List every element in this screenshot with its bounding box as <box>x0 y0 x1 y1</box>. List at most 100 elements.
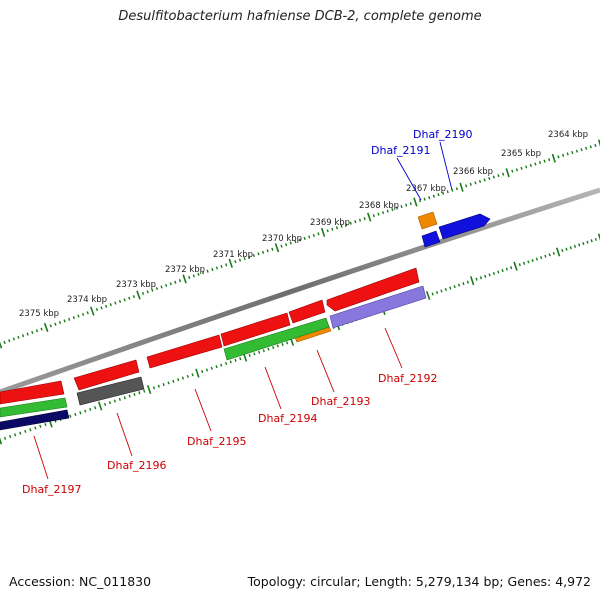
outer-scale-minor-tick <box>238 258 242 262</box>
inner-scale-minor-tick <box>578 243 581 247</box>
inner-scale-minor-tick <box>133 392 136 397</box>
outer-scale-major-tick <box>459 182 464 192</box>
outer-scale-minor-tick <box>386 209 389 213</box>
inner-scale-minor-tick <box>440 289 443 293</box>
inner-scale-minor-tick <box>573 244 577 248</box>
gene-label-dhaf-2197[interactable]: Dhaf_2197 <box>22 483 82 496</box>
cds-dhaf-2192-purple[interactable] <box>329 285 427 329</box>
inner-scale-minor-tick <box>186 374 189 378</box>
outer-scale-minor-tick <box>478 179 482 183</box>
leader-dhaf-2194 <box>264 366 282 410</box>
leader-dhaf-2192 <box>384 327 403 369</box>
inner-scale-minor-tick <box>488 273 491 277</box>
outer-scale-major-tick <box>90 306 95 316</box>
outer-scale-minor-tick <box>428 196 431 200</box>
gene-label-dhaf-2193[interactable]: Dhaf_2193 <box>311 395 371 408</box>
gene-label-dhaf-2195[interactable]: Dhaf_2195 <box>187 435 247 448</box>
cds-dhaf-2193-red[interactable] <box>288 299 326 324</box>
gene-label-dhaf-2196[interactable]: Dhaf_2196 <box>107 459 167 472</box>
inner-scale-minor-tick <box>531 258 534 263</box>
inner-scale-minor-tick <box>444 287 447 292</box>
outer-scale-minor-tick <box>455 187 458 191</box>
outer-scale-minor-tick <box>280 244 283 248</box>
inner-scale-minor-tick <box>527 260 530 264</box>
inner-scale-minor-tick <box>123 396 126 400</box>
outer-scale-minor-tick <box>21 334 25 338</box>
inner-scale-minor-tick <box>501 268 504 273</box>
outer-scale-minor-tick <box>515 168 518 172</box>
gene-label-dhaf-2194[interactable]: Dhaf_2194 <box>258 412 318 425</box>
inner-scale-minor-tick <box>497 270 500 274</box>
outer-scale-major-tick <box>228 258 233 268</box>
inner-scale-minor-tick <box>565 247 568 251</box>
outer-scale-minor-tick <box>123 298 126 302</box>
inner-scale-minor-tick <box>3 436 7 440</box>
inner-scale-minor-tick <box>138 391 141 395</box>
outer-scale-major-tick <box>43 322 49 332</box>
inner-scale-major-tick <box>146 384 152 394</box>
inner-scale-minor-tick <box>435 290 439 295</box>
cds-dhaf-2191[interactable] <box>417 211 438 230</box>
inner-scale-minor-tick <box>272 346 275 350</box>
scale-tick-label: 2367 kbp <box>406 184 446 194</box>
outer-scale-minor-tick <box>86 311 89 315</box>
outer-scale-minor-tick <box>345 223 348 227</box>
inner-scale-minor-tick <box>220 363 223 367</box>
outer-scale-minor-tick <box>81 312 85 316</box>
inner-scale-minor-tick <box>234 358 237 362</box>
outer-scale-minor-tick <box>252 253 255 258</box>
outer-scale-minor-tick <box>220 264 223 269</box>
gene-label-dhaf-2191[interactable]: Dhaf_2191 <box>371 144 431 157</box>
outer-scale-minor-tick <box>225 263 228 267</box>
gene-label-dhaf-2192[interactable]: Dhaf_2192 <box>378 372 438 385</box>
map-title: Desulfitobacterium hafniense DCB-2, comp… <box>118 9 482 24</box>
outer-scale-minor-tick <box>266 249 269 253</box>
inner-scale-major-tick <box>425 290 431 300</box>
cds-dhaf-2197-green[interactable] <box>0 397 68 418</box>
outer-scale-minor-tick <box>271 247 274 251</box>
cds-features <box>0 211 491 431</box>
inner-scale-major-tick <box>555 247 561 257</box>
scale-tick-label: 2364 kbp <box>548 130 588 140</box>
cds-dhaf-2196-gray[interactable] <box>76 376 145 406</box>
outer-scale-minor-tick <box>488 176 491 181</box>
inner-scale-minor-tick <box>552 251 555 255</box>
outer-scale-minor-tick <box>432 194 435 198</box>
inner-scale-minor-tick <box>569 246 572 250</box>
outer-scale-minor-tick <box>557 155 560 159</box>
inner-scale-minor-tick <box>113 399 116 403</box>
leader-dhaf-2196 <box>116 412 133 457</box>
cds-dhaf-2197-navy[interactable] <box>0 409 70 431</box>
inner-scale-minor-tick <box>466 280 469 284</box>
cds-dhaf-2194-green[interactable] <box>223 317 330 361</box>
outer-scale-minor-tick <box>585 146 588 150</box>
gene-label-dhaf-2190[interactable]: Dhaf_2190 <box>413 128 473 141</box>
inner-scale-minor-tick <box>505 267 508 271</box>
outer-scale-minor-tick <box>409 202 412 206</box>
outer-scale-minor-tick <box>446 190 449 194</box>
inner-scale-major-tick <box>470 276 475 286</box>
leader-dhaf-2191 <box>396 157 422 201</box>
scale-tick-label: 2372 kbp <box>165 265 205 275</box>
cds-dhaf-2191-b[interactable] <box>421 230 441 248</box>
cds-dhaf-2196-red[interactable] <box>73 359 140 391</box>
outer-scale-minor-tick <box>243 257 246 261</box>
outer-scale-minor-tick <box>31 330 34 334</box>
cds-dhaf-2190[interactable] <box>438 213 491 240</box>
accession-text: Accession: NC_011830 <box>9 574 152 589</box>
cds-dhaf-2192-red[interactable] <box>326 267 420 312</box>
cds-dhaf-2194-red[interactable] <box>220 312 291 347</box>
inner-scale-minor-tick <box>177 378 180 382</box>
outer-scale-minor-tick <box>188 275 191 280</box>
cds-dhaf-2197-red[interactable] <box>0 380 65 405</box>
scale-tick-label: 2368 kbp <box>359 201 399 211</box>
inner-scale-minor-tick <box>224 361 228 366</box>
inner-scale-minor-tick <box>276 344 279 348</box>
outer-scale-major-tick <box>0 341 3 349</box>
genome-stats-text: Topology: circular; Length: 5,279,134 bp… <box>247 574 591 589</box>
outer-scale-minor-tick <box>289 241 292 245</box>
cds-dhaf-2195-red[interactable] <box>146 334 223 369</box>
inner-scale-minor-tick <box>84 409 87 413</box>
inner-scale-minor-tick <box>586 240 589 244</box>
inner-scale-minor-tick <box>79 411 82 415</box>
